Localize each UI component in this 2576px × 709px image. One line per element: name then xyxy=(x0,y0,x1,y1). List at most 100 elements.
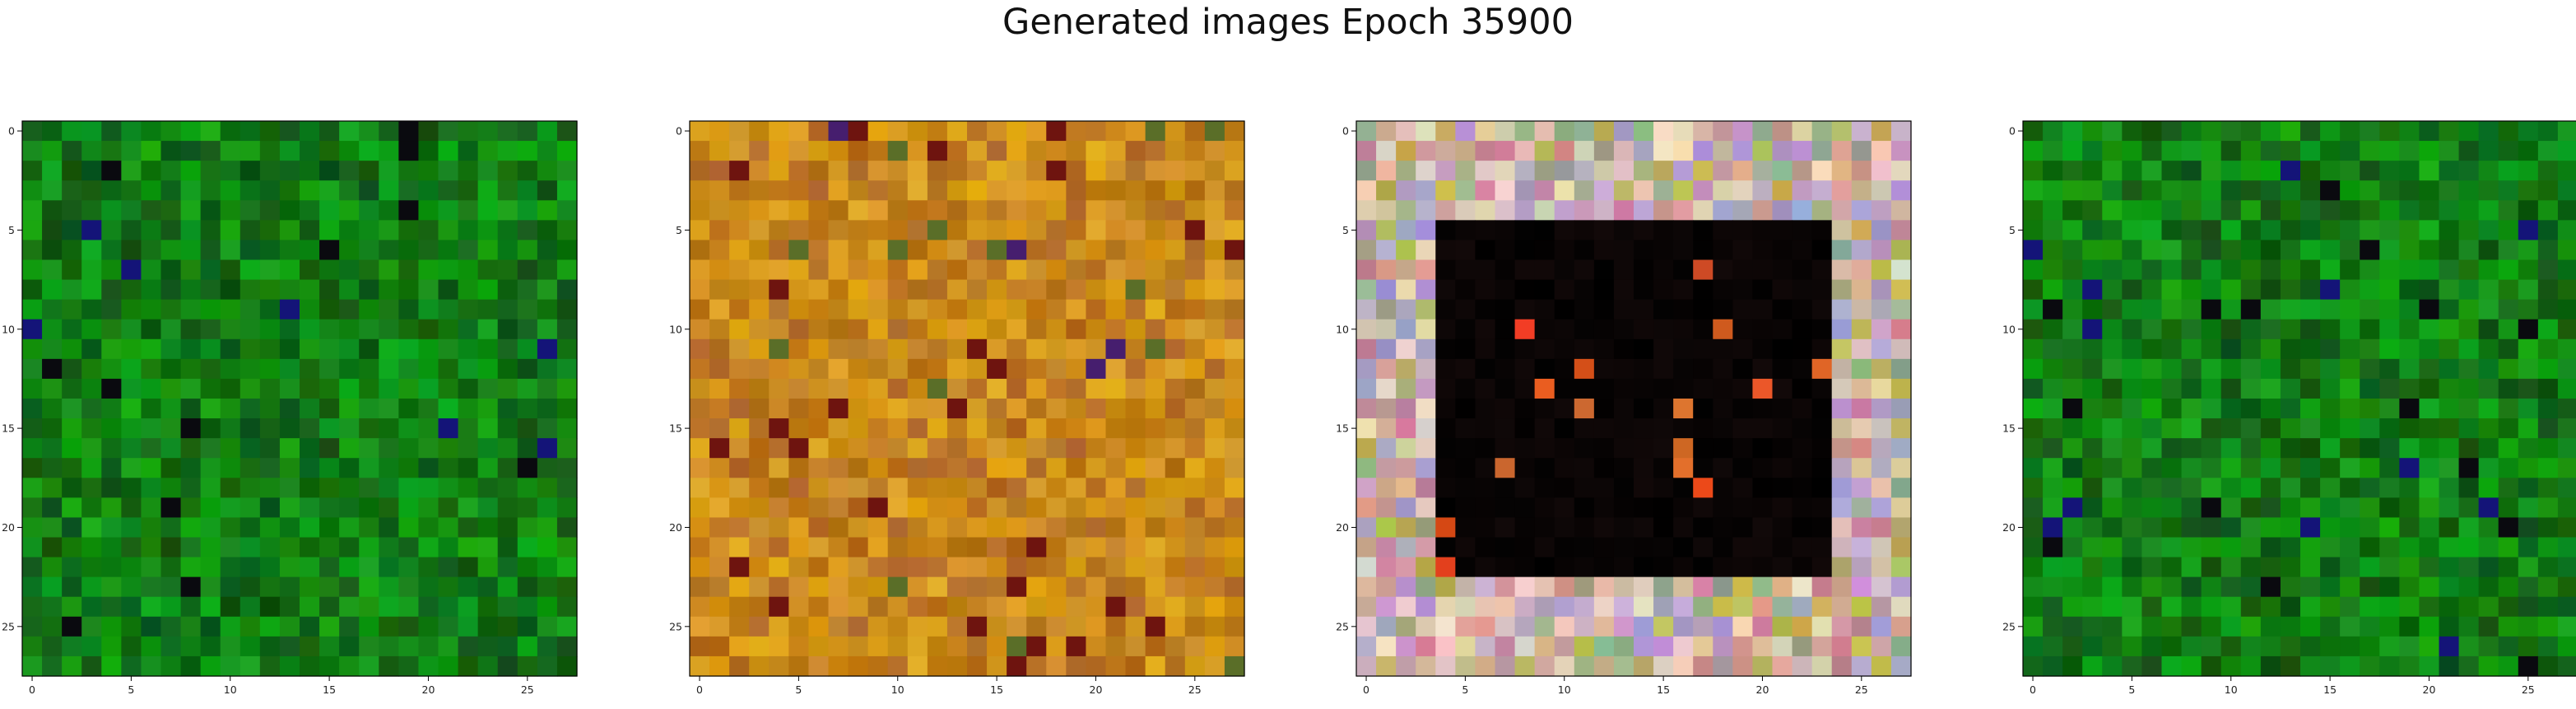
pixel xyxy=(2518,655,2539,677)
pixel xyxy=(279,378,300,399)
pixel xyxy=(1435,438,1456,459)
pixel xyxy=(101,478,122,498)
pixel xyxy=(2201,319,2222,340)
pixel xyxy=(2280,279,2301,301)
pixel xyxy=(2557,338,2576,360)
pixel xyxy=(1772,478,1793,498)
pixel xyxy=(279,299,300,320)
pixel xyxy=(1495,636,1516,657)
pixel xyxy=(2439,141,2460,161)
pixel xyxy=(788,141,810,161)
pixel xyxy=(259,161,281,181)
pixel xyxy=(300,121,320,142)
pixel xyxy=(1435,636,1456,657)
pixel xyxy=(1673,180,1694,201)
pixel xyxy=(319,240,340,261)
pixel xyxy=(690,378,710,399)
pixel xyxy=(537,497,558,519)
pixel xyxy=(2518,180,2539,201)
pixel xyxy=(2478,636,2499,657)
pixel xyxy=(1732,220,1754,241)
pixel xyxy=(1435,378,1456,399)
pixel xyxy=(1165,418,1186,439)
pixel xyxy=(1653,537,1674,558)
pixel xyxy=(418,378,439,399)
pixel xyxy=(1026,438,1047,459)
pixel xyxy=(1396,616,1416,637)
pixel xyxy=(2062,200,2083,221)
pixel xyxy=(946,478,968,498)
pixel xyxy=(987,378,1007,399)
pixel xyxy=(1475,141,1496,161)
pixel xyxy=(1713,358,1733,380)
pixel xyxy=(1165,200,1186,221)
pixel xyxy=(1026,121,1047,142)
pixel xyxy=(2419,616,2440,637)
pixel xyxy=(1554,497,1575,519)
pixel xyxy=(2557,537,2576,558)
pixel xyxy=(2498,537,2519,558)
pixel xyxy=(907,418,928,439)
pixel xyxy=(2537,338,2559,360)
pixel xyxy=(62,279,82,301)
pixel xyxy=(1713,299,1733,320)
pixel xyxy=(477,438,499,459)
pixel xyxy=(1204,319,1225,340)
pixel xyxy=(867,319,889,340)
pixel xyxy=(2062,319,2083,340)
pixel xyxy=(1046,478,1067,498)
pixel xyxy=(2161,636,2183,657)
pixel xyxy=(828,141,849,161)
pixel xyxy=(729,161,750,181)
pixel xyxy=(967,478,988,498)
pixel xyxy=(1495,537,1516,558)
pixel xyxy=(1851,596,1872,618)
pixel xyxy=(1435,279,1456,301)
pixel xyxy=(300,576,320,598)
pixel xyxy=(808,141,830,161)
pixel xyxy=(1204,121,1225,142)
pixel xyxy=(2439,438,2460,459)
pixel xyxy=(2201,121,2222,142)
pixel xyxy=(200,121,221,142)
pixel xyxy=(2518,557,2539,578)
pixel xyxy=(2419,438,2440,459)
pixel xyxy=(537,438,558,459)
pixel xyxy=(1693,537,1713,558)
pixel xyxy=(1455,418,1476,439)
pixel xyxy=(1356,576,1377,598)
pixel xyxy=(379,378,399,399)
pixel xyxy=(1204,180,1225,201)
pixel xyxy=(2181,557,2202,578)
pixel xyxy=(2320,438,2341,459)
pixel xyxy=(418,161,439,181)
pixel xyxy=(1416,121,1436,142)
pixel xyxy=(22,596,43,618)
pixel xyxy=(2043,537,2063,558)
pixel xyxy=(1046,596,1067,618)
pixel xyxy=(2201,141,2222,161)
pixel xyxy=(42,240,63,261)
pixel xyxy=(1416,478,1436,498)
pixel xyxy=(2181,319,2202,340)
pixel xyxy=(946,458,968,478)
pixel xyxy=(1165,636,1186,657)
pixel xyxy=(769,596,789,618)
pixel xyxy=(2340,438,2360,459)
pixel xyxy=(1184,438,1206,459)
pixel xyxy=(1416,378,1436,399)
pixel xyxy=(339,655,360,677)
pixel xyxy=(1554,399,1575,419)
pixel xyxy=(398,616,420,637)
pixel xyxy=(1125,497,1146,519)
pixel xyxy=(690,655,710,677)
x-tick-label: 0 xyxy=(29,683,35,696)
pixel xyxy=(2300,180,2321,201)
pixel xyxy=(2141,616,2163,637)
pixel xyxy=(1125,517,1146,539)
pixel xyxy=(42,418,63,439)
pixel xyxy=(398,537,420,558)
pixel xyxy=(517,636,538,657)
pixel xyxy=(259,517,281,539)
pixel xyxy=(1475,299,1496,320)
